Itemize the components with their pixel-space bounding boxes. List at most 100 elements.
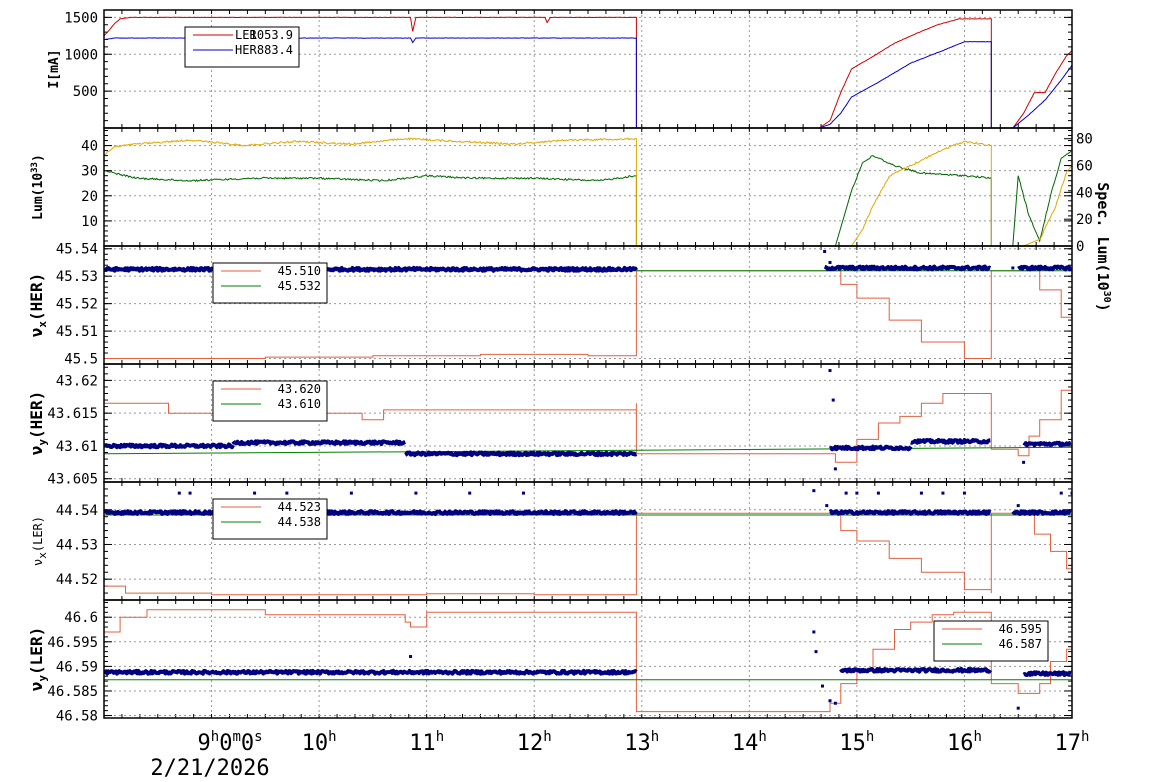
series-point-meas bbox=[1059, 491, 1063, 495]
tick-label-y2: 0 bbox=[1076, 239, 1084, 255]
series-point-meas bbox=[521, 491, 525, 495]
series-point-meas bbox=[812, 489, 816, 493]
tick-label-y: 44.52 bbox=[56, 572, 98, 588]
tick-label-x: 12h bbox=[517, 729, 552, 756]
series-point-meas bbox=[876, 491, 880, 495]
tick-label-y: 46.595 bbox=[47, 635, 98, 651]
series-point-meas bbox=[1022, 460, 1026, 464]
series-band-meas bbox=[104, 509, 638, 516]
series-point-meas bbox=[414, 491, 418, 495]
series-line-set bbox=[104, 512, 1072, 596]
tick-label-y: 1500 bbox=[64, 10, 98, 26]
tick-label-y: 43.605 bbox=[47, 472, 98, 488]
series-point-meas bbox=[349, 491, 353, 495]
plot-area bbox=[104, 369, 1072, 471]
series-point-meas bbox=[941, 491, 945, 495]
panel-4: 43.605 43.61 43.615 43.62 νy(HER) 43.62043.61… bbox=[27, 363, 1073, 488]
series-point-meas bbox=[814, 650, 818, 654]
tick-label-y: 20 bbox=[81, 189, 98, 205]
legend-box bbox=[212, 380, 328, 422]
series-point-meas bbox=[919, 491, 923, 495]
series-line-spec-lum bbox=[104, 137, 1072, 246]
tick-label-y: 45.53 bbox=[56, 269, 98, 285]
series-point-meas bbox=[828, 699, 832, 703]
series-point-meas bbox=[962, 491, 966, 495]
tick-label-y: 44.54 bbox=[56, 503, 98, 519]
series-point-meas bbox=[855, 491, 859, 495]
tick-label-x: 16h bbox=[947, 729, 982, 756]
tick-label-y: 46.585 bbox=[47, 684, 98, 700]
series-line-set bbox=[104, 373, 1072, 463]
tick-label-y: 44.53 bbox=[56, 537, 98, 553]
series-point-meas bbox=[253, 491, 257, 495]
series-point-meas bbox=[833, 701, 837, 705]
series-line-lum bbox=[104, 150, 1072, 246]
series-band-meas bbox=[404, 450, 638, 458]
tick-label-x: 14h bbox=[732, 729, 767, 756]
series-point-meas bbox=[820, 684, 824, 688]
series-line-ler bbox=[104, 16, 1072, 128]
series-band-meas bbox=[1022, 440, 1072, 448]
tick-label-y: 45.51 bbox=[56, 324, 98, 340]
legend-box bbox=[933, 620, 1049, 662]
axis-label-y: νx(LER) bbox=[31, 516, 49, 566]
legend-value: 1053.9 bbox=[250, 28, 293, 42]
plot-area bbox=[104, 137, 1072, 246]
tick-label-y: 43.62 bbox=[56, 373, 98, 389]
legend-value: 883.4 bbox=[257, 43, 293, 57]
tick-label-y2: 20 bbox=[1076, 212, 1093, 228]
tick-label-y: 500 bbox=[73, 84, 98, 100]
series-point-meas bbox=[825, 504, 829, 508]
tick-label-y: 46.59 bbox=[56, 659, 98, 675]
legend-value: 46.587 bbox=[999, 637, 1042, 651]
legend-value: 45.510 bbox=[278, 264, 321, 278]
legend-value: 45.532 bbox=[278, 279, 321, 293]
tick-label-y: 46.58 bbox=[56, 709, 98, 725]
tick-label-x: 17h bbox=[1055, 729, 1090, 756]
legend-label: HER bbox=[235, 43, 257, 57]
legend-value: 43.620 bbox=[278, 382, 321, 396]
series-band-meas bbox=[828, 509, 992, 516]
series-point-meas bbox=[468, 491, 472, 495]
legend-value: 46.595 bbox=[999, 622, 1042, 636]
legend-label: LER bbox=[235, 28, 257, 42]
tick-label-x: 15h bbox=[839, 729, 874, 756]
tick-label-y: 45.54 bbox=[56, 242, 98, 258]
panel-2: 10 20 30 40 0 20 40 60 80 Lum(1033) Spec. Lum(1030… bbox=[30, 127, 1112, 312]
series-band-meas bbox=[909, 438, 992, 445]
series-band-meas bbox=[1011, 509, 1072, 516]
series-point-meas bbox=[823, 249, 827, 253]
series-point-meas bbox=[188, 491, 192, 495]
tick-label-y: 45.5 bbox=[64, 352, 98, 368]
x-axis: 9h0m0s 10h 11h 12h 13h 14h 15h 16h 17h 2/21/2026 bbox=[150, 729, 1089, 781]
series-point-meas bbox=[409, 655, 413, 659]
legend-box bbox=[212, 262, 328, 304]
tick-label-y: 40 bbox=[81, 139, 98, 155]
series-band-meas bbox=[104, 442, 235, 450]
series-point-meas bbox=[828, 369, 832, 373]
series-band-meas bbox=[1022, 670, 1072, 677]
panel-frame bbox=[103, 599, 1073, 719]
tick-label-y: 30 bbox=[81, 164, 98, 180]
tick-label-y2: 40 bbox=[1076, 185, 1093, 201]
series-band-meas bbox=[823, 264, 992, 272]
series-band-meas bbox=[829, 444, 913, 452]
series-line-set bbox=[104, 609, 1072, 713]
axis-label-y: νy(HER) bbox=[27, 391, 49, 455]
axis-label-y: I[mA] bbox=[47, 49, 62, 88]
series-point-meas bbox=[831, 398, 835, 402]
x-axis-date: 2/21/2026 bbox=[150, 756, 269, 781]
tick-label-y: 43.615 bbox=[47, 406, 98, 422]
tick-label-x: 13h bbox=[624, 729, 659, 756]
legend-value: 44.538 bbox=[278, 515, 321, 529]
series-band-meas bbox=[1017, 264, 1072, 272]
series-point-meas bbox=[1016, 706, 1020, 710]
series-point-meas bbox=[177, 491, 181, 495]
